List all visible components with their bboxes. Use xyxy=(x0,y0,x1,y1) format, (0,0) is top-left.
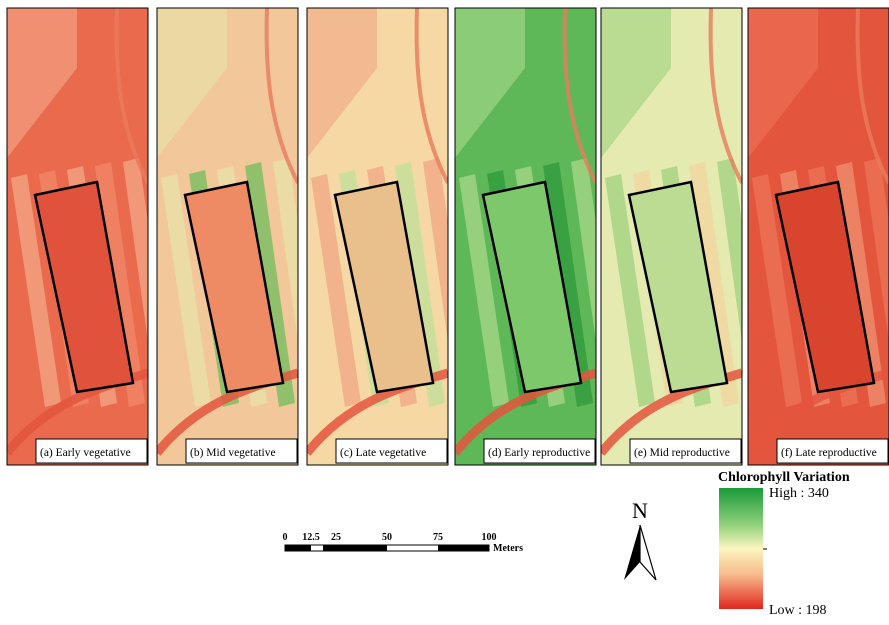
panel-label: (d) Early reproductive xyxy=(488,447,590,459)
field-strip xyxy=(836,162,886,407)
panel-content xyxy=(601,8,742,465)
arrow-right xyxy=(639,524,657,581)
legend-gradient xyxy=(719,488,763,609)
field-strip xyxy=(752,174,802,407)
arrow-left xyxy=(624,525,640,580)
scale-bar: 0 12.5 25 50 75 100 Meters xyxy=(283,532,524,554)
panel-label-box xyxy=(185,438,298,464)
field-strip xyxy=(689,162,739,407)
legend-low: Low : 198 xyxy=(769,603,827,618)
field-strip xyxy=(717,158,742,343)
road xyxy=(264,8,298,184)
panel-content xyxy=(455,8,596,465)
field-strip xyxy=(423,158,448,343)
study-field xyxy=(183,180,285,394)
field-strip xyxy=(543,162,593,407)
field-strip xyxy=(571,158,596,343)
map-panels: (a) Early vegetative (b) Mid vegetative (c… xyxy=(6,7,889,466)
north-arrow: N xyxy=(624,498,657,581)
north-label: N xyxy=(632,498,648,523)
panel-content xyxy=(748,8,889,465)
map-panel: (c) Late vegetative xyxy=(306,7,449,466)
field-strip xyxy=(245,162,295,407)
panel-border xyxy=(156,7,299,466)
scale-tick-label: 100 xyxy=(482,532,497,543)
field-strip xyxy=(459,174,509,407)
field-strip xyxy=(11,174,61,407)
panel-label: (e) Mid reproductive xyxy=(634,447,730,459)
study-field xyxy=(627,180,729,394)
study-field xyxy=(333,180,435,394)
field-strip xyxy=(161,174,211,407)
upper-field xyxy=(601,8,671,158)
scale-tick-label: 0 xyxy=(283,532,288,543)
panel-label: (f) Late reproductive xyxy=(781,447,877,459)
scale-tick-label: 50 xyxy=(382,532,392,543)
panel-border xyxy=(747,7,889,466)
panel-label-box xyxy=(35,438,148,464)
study-field xyxy=(33,180,135,394)
panel-label: (a) Early vegetative xyxy=(40,447,131,459)
field-strip xyxy=(605,174,655,407)
legend-high: High : 340 xyxy=(769,486,829,501)
map-panel: (f) Late reproductive xyxy=(747,7,889,466)
field-strip xyxy=(311,174,361,407)
panel-border xyxy=(600,7,743,466)
scale-segment xyxy=(285,545,311,551)
upper-field xyxy=(455,8,525,158)
panel-label-box xyxy=(629,438,742,464)
field-strip xyxy=(95,162,145,407)
panel-label-box xyxy=(776,438,889,464)
legend-title: Chlorophyll Variation xyxy=(718,470,850,485)
field-strip xyxy=(395,162,445,407)
panel-label: (b) Mid vegetative xyxy=(190,447,276,459)
panel-label-box xyxy=(335,438,448,464)
legend: Chlorophyll Variation High : 340 Low : 1… xyxy=(718,470,850,618)
upper-field xyxy=(7,8,77,158)
scale-unit: Meters xyxy=(493,543,523,554)
road xyxy=(855,8,889,184)
field-strip xyxy=(273,158,298,343)
study-field xyxy=(774,180,876,394)
scale-segment xyxy=(336,545,387,551)
scale-ticks: 0 12.5 25 50 75 100 xyxy=(283,532,497,543)
panel-border xyxy=(306,7,449,466)
field-strip xyxy=(123,158,148,343)
scale-segment xyxy=(438,545,489,551)
panel-content xyxy=(157,8,298,465)
road xyxy=(114,8,148,184)
road xyxy=(708,8,742,184)
map-panel: (e) Mid reproductive xyxy=(600,7,743,466)
scale-segment xyxy=(323,545,336,551)
field-strip xyxy=(864,158,889,343)
scale-tick-label: 75 xyxy=(433,532,443,543)
upper-field xyxy=(307,8,377,158)
upper-field xyxy=(157,8,227,158)
study-field xyxy=(481,180,583,394)
panel-label-box xyxy=(483,438,596,464)
panel-border xyxy=(6,7,149,466)
scale-tick-label: 12.5 xyxy=(302,532,320,543)
upper-field xyxy=(748,8,818,158)
panel-border xyxy=(454,7,597,466)
panel-content xyxy=(307,8,448,465)
map-panel: (a) Early vegetative xyxy=(6,7,149,466)
scale-tick-label: 25 xyxy=(331,532,341,543)
road xyxy=(414,8,448,184)
panel-label: (c) Late vegetative xyxy=(340,447,426,459)
road xyxy=(562,8,596,184)
map-panel: (b) Mid vegetative xyxy=(156,7,299,466)
panel-content xyxy=(7,8,148,465)
map-panel: (d) Early reproductive xyxy=(454,7,597,466)
